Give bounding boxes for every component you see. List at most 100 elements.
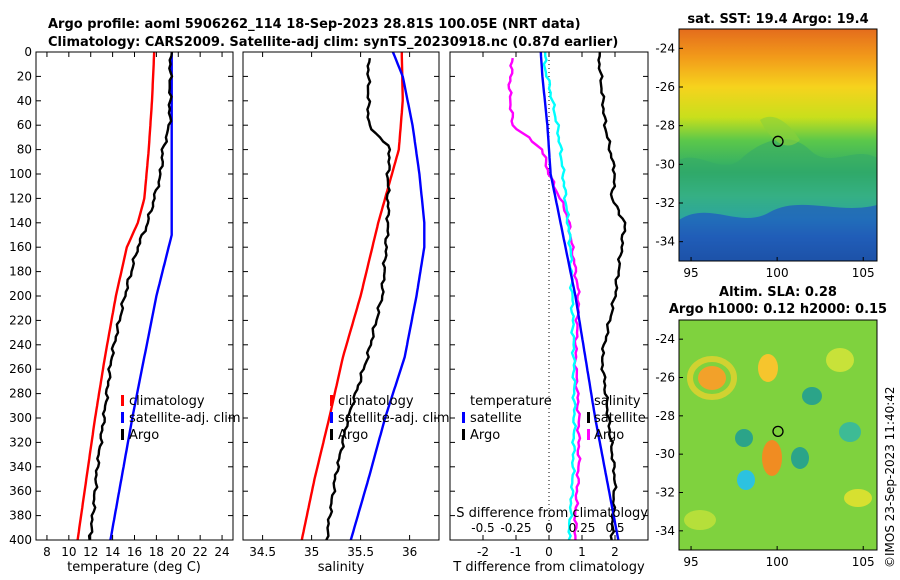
legend-label-sal-argo: Argo [594, 428, 624, 443]
sla-eddy-warm [684, 510, 716, 530]
sla-eddy-warm [826, 348, 854, 372]
y-tick-label: -34 [655, 524, 675, 538]
y-tick-label: 260 [9, 362, 32, 376]
sla-map-subtitle: Argo h1000: 0.12 h2000: 0.15 [669, 302, 887, 317]
series-line-salinity-argo [542, 52, 577, 541]
x-tick-label: 14 [105, 545, 120, 559]
legend-label-temp-argo: Argo [470, 428, 500, 443]
y-tick-label: 120 [9, 191, 32, 205]
x-tick-label: 16 [127, 545, 142, 559]
sst-map-title: sat. SST: 19.4 Argo: 19.4 [687, 12, 868, 27]
x2-tick-label: -0.5 [471, 521, 494, 535]
sst-map-frame [678, 28, 878, 262]
sla-map-image [679, 320, 877, 550]
difference-series [507, 51, 627, 541]
sla-eddy-warm [758, 354, 778, 382]
argo-position-marker [772, 425, 784, 438]
series-line-argo [87, 51, 174, 541]
legend-swatch-climatology [121, 395, 124, 406]
sst-map-image [679, 29, 877, 261]
x-tick-label: 2 [611, 545, 619, 559]
difference-panel: -2 -1 0 1 2 -0.5 -0.25 0 0.25 0.5 T difference f… [449, 51, 649, 575]
legend-label-sal-satellite: satellite [594, 411, 646, 426]
y-tick-label: 40 [17, 94, 32, 108]
difference-legend-temperature: temperature satellite Argo [462, 394, 552, 443]
sla-eddy-cold [791, 447, 809, 469]
sla-map-panel: Altim. SLA: 0.28 Argo h1000: 0.12 h2000:… [655, 285, 887, 569]
x-tick-label: 22 [193, 545, 208, 559]
y-tick-label: 400 [9, 533, 32, 547]
y-tick-label: 80 [17, 143, 32, 157]
y-tick-label: -26 [655, 371, 675, 385]
legend-title-temperature: temperature [470, 394, 552, 409]
sst-map-ticks: 95 100 105 -24 -26 -28 -30 -32 -34 [655, 41, 874, 280]
x-tick-label: 35 [304, 545, 319, 559]
y-tick-label: 320 [9, 435, 32, 449]
temperature-series [76, 51, 174, 541]
x2-tick-label: 0.5 [605, 521, 624, 535]
y-tick-label: 360 [9, 484, 32, 498]
y-tick-label: 380 [9, 509, 32, 523]
x-tick-label: 1 [578, 545, 586, 559]
salinity-ticks: 34.5 35 35.5 36 [243, 51, 439, 559]
legend-swatch-argo [330, 429, 333, 440]
series-line-temperature-satellite [597, 51, 627, 541]
y-tick-label: 220 [9, 313, 32, 327]
sla-eddy-cold [737, 470, 755, 490]
sla-eddy-warm [762, 440, 782, 476]
temperature-ticks: 8 10 12 14 16 18 20 22 2402040608010012014016018… [9, 45, 233, 559]
legend-label-temp-satellite: satellite [470, 411, 522, 426]
difference-ticks: -2 -1 0 1 2 [450, 51, 648, 559]
y-tick-label: 180 [9, 265, 32, 279]
x-tick-label: 24 [214, 545, 229, 559]
y-tick-label: -32 [655, 196, 675, 210]
series-line-temperature-argo [507, 57, 582, 540]
x-tick-label: 34.5 [249, 545, 276, 559]
sla-map-title: Altim. SLA: 0.28 [719, 285, 837, 300]
series-line-argo [325, 57, 392, 541]
sla-map-frame [678, 319, 878, 551]
series-line-satellite-adj-clim [349, 51, 426, 541]
y-tick-label: 200 [9, 289, 32, 303]
legend-label-argo: Argo [338, 428, 368, 443]
legend-label-climatology: climatology [338, 394, 414, 409]
y-tick-label: -24 [655, 41, 675, 55]
difference-xlabel: T difference from climatology [452, 560, 645, 575]
x2-tick-label: 0 [545, 521, 553, 535]
salinity-panel: 34.5 35 35.5 36 salinity climatology satell… [242, 51, 450, 575]
x-tick-label: 35.5 [347, 545, 374, 559]
y-tick-label: -28 [655, 409, 675, 423]
legend-title-salinity: salinity [594, 394, 641, 409]
y-tick-label: 340 [9, 460, 32, 474]
x-tick-label: 95 [683, 266, 698, 280]
sla-eddy-cold [802, 387, 822, 405]
x-tick-label: 20 [171, 545, 186, 559]
y-tick-label: 160 [9, 240, 32, 254]
y-tick-label: 100 [9, 167, 32, 181]
y-tick-label: -28 [655, 119, 675, 133]
figure-title-line-1: Argo profile: aoml 5906262_114 18-Sep-20… [48, 17, 581, 32]
legend-swatch-sal-satellite [587, 412, 590, 423]
sla-eddy-cold [735, 429, 753, 447]
y-tick-label: 20 [17, 69, 32, 83]
y-tick-label: 0 [24, 45, 32, 59]
x-tick-label: 105 [852, 555, 875, 569]
temperature-panel: 8 10 12 14 16 18 20 22 2402040608010012014016018… [9, 45, 241, 575]
salinity-axes-frame [242, 51, 440, 541]
salinity-xlabel: salinity [318, 560, 365, 575]
x-tick-label: -1 [510, 545, 522, 559]
legend-label-satellite: satellite-adj. clim [338, 411, 450, 426]
x-tick-label: 10 [61, 545, 76, 559]
argo-position-marker [772, 135, 784, 147]
legend-label-climatology: climatology [129, 394, 205, 409]
x-tick-label: 105 [852, 266, 875, 280]
figure-title-line-2: Climatology: CARS2009. Satellite-adj cli… [48, 35, 618, 50]
difference-legend-salinity: salinity satellite Argo [587, 394, 646, 443]
imos-watermark: ©IMOS 23-Sep-2023 11:40:42 [883, 386, 897, 568]
legend-swatch-argo [121, 429, 124, 440]
y-tick-label: -30 [655, 447, 675, 461]
x2-tick-label: -0.25 [500, 521, 531, 535]
y-tick-label: -32 [655, 486, 675, 500]
legend-swatch-temp-satellite [462, 412, 465, 423]
